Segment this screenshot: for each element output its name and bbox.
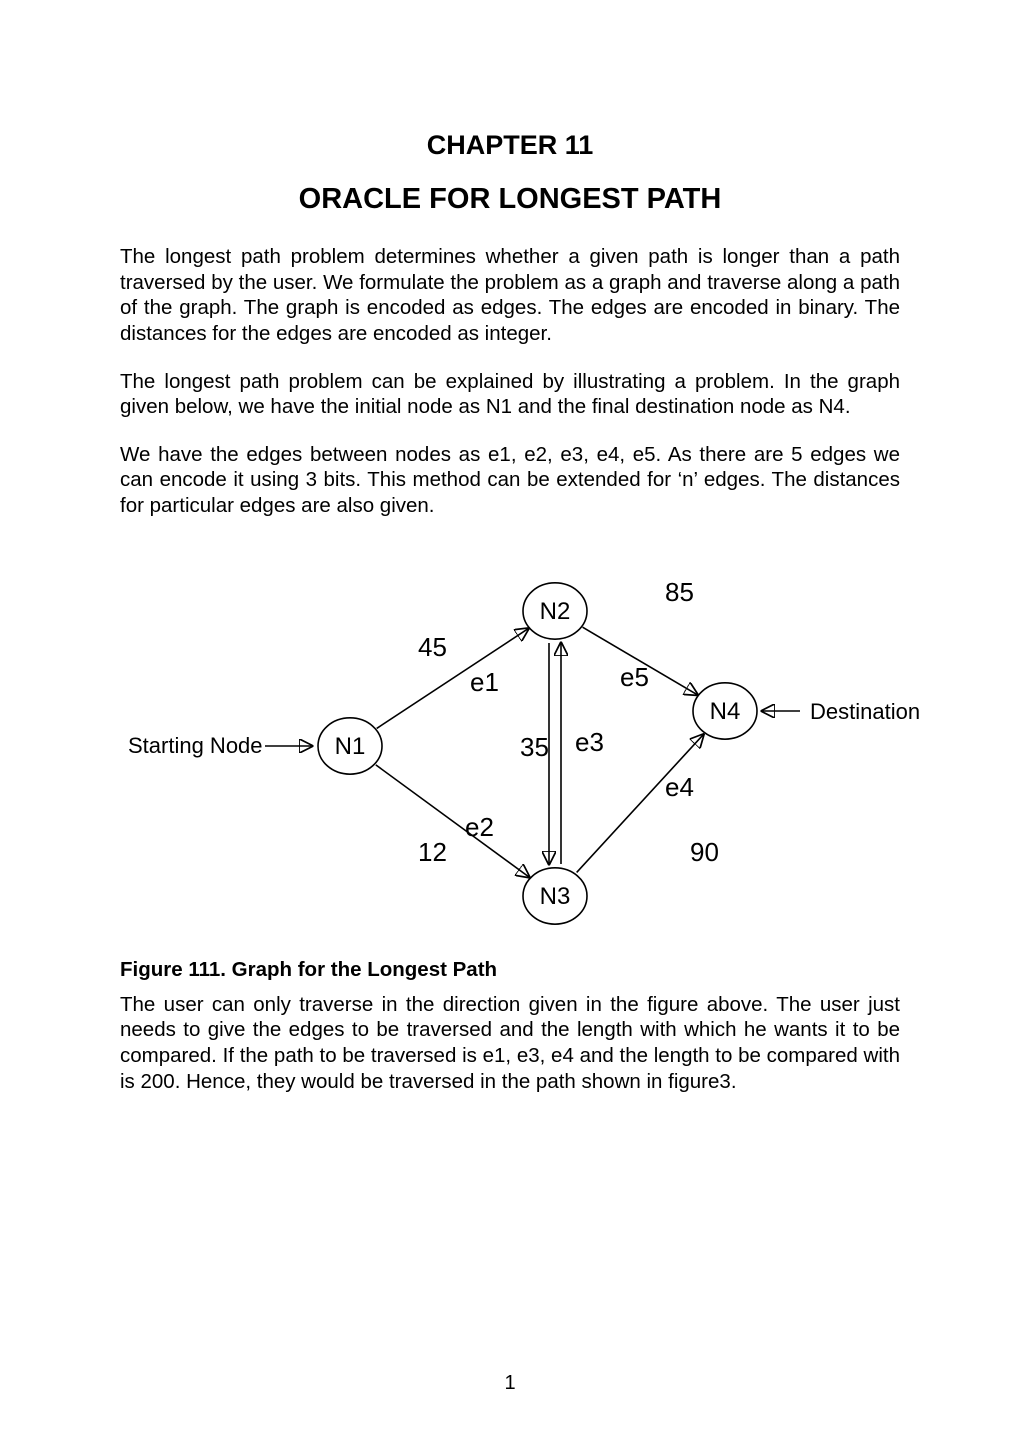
paragraph-2: The longest path problem can be explaine…	[120, 369, 900, 420]
page: CHAPTER 11 ORACLE FOR LONGEST PATH The l…	[0, 0, 1020, 1443]
edge-weight-e4: 90	[690, 837, 719, 867]
graph-figure: e1 45 e2 12 e3 35 e4 90 e5 85 N1 N2 N3 N4 Starting Nod…	[120, 541, 920, 946]
paragraph-3: We have the edges between nodes as e1, e…	[120, 442, 900, 519]
destination-node-label: Destination Node	[810, 699, 920, 724]
edge-weight-e1: 45	[418, 632, 447, 662]
edge-label-e3: e3	[575, 727, 604, 757]
edge-label-e5: e5	[620, 662, 649, 692]
edge-label-e1: e1	[470, 667, 499, 697]
paragraph-1: The longest path problem determines whet…	[120, 244, 900, 347]
node-label-N4: N4	[710, 698, 741, 725]
edge-label-e2: e2	[465, 812, 494, 842]
edge-e2	[376, 765, 529, 877]
starting-node-label: Starting Node	[128, 733, 263, 758]
page-number: 1	[0, 1372, 1020, 1395]
edge-label-e4: e4	[665, 772, 694, 802]
edge-weight-e5: 85	[665, 577, 694, 607]
chapter-number: CHAPTER 11	[120, 130, 900, 161]
edge-e1	[377, 628, 529, 728]
paragraph-4: The user can only traverse in the direct…	[120, 992, 900, 1095]
edge-weight-e2: 12	[418, 837, 447, 867]
figure-caption: Figure 111. Graph for the Longest Path	[120, 958, 900, 982]
chapter-title: ORACLE FOR LONGEST PATH	[120, 183, 900, 216]
node-label-N1: N1	[335, 733, 366, 760]
node-label-N3: N3	[540, 883, 571, 910]
edge-weight-e3: 35	[520, 732, 549, 762]
graph-svg: e1 45 e2 12 e3 35 e4 90 e5 85 N1 N2 N3 N4 Starting Nod…	[120, 541, 920, 941]
node-label-N2: N2	[540, 598, 571, 625]
